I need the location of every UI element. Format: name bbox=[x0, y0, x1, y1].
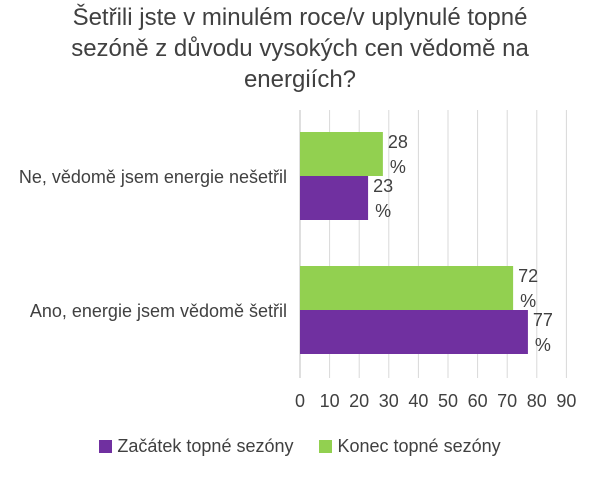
chart-legend: Začátek topné sezóny Konec topné sezóny bbox=[0, 432, 600, 460]
category-label: Ne, vědomě jsem energie nešetřil bbox=[19, 167, 287, 187]
legend-label-start: Začátek topné sezóny bbox=[117, 435, 294, 456]
data-label-value: 72 bbox=[518, 266, 538, 286]
bar-start-1 bbox=[300, 310, 528, 354]
data-label-unit: % bbox=[520, 291, 536, 311]
bar-end-1 bbox=[300, 266, 514, 310]
chart-title: Šetřili jste v minulém roce/v uplynulé t… bbox=[0, 2, 600, 95]
x-tick-label: 90 bbox=[556, 391, 576, 411]
legend-swatch-end bbox=[319, 439, 333, 453]
x-tick-label: 80 bbox=[527, 391, 547, 411]
category-label: Ano, energie jsem vědomě šetřil bbox=[30, 301, 287, 321]
bar-start-0 bbox=[300, 176, 369, 220]
chart-title-line-3: energiích? bbox=[243, 66, 357, 93]
x-tick-label: 40 bbox=[408, 391, 428, 411]
legend-label-end: Konec topné sezóny bbox=[337, 435, 501, 456]
x-tick-label: 50 bbox=[438, 391, 458, 411]
x-tick-label: 0 bbox=[295, 391, 305, 411]
bar-end-0 bbox=[300, 132, 383, 176]
data-label-unit: % bbox=[535, 335, 551, 355]
legend-item-start: Začátek topné sezóny bbox=[99, 436, 293, 457]
data-label-value: 28 bbox=[388, 132, 408, 152]
data-label-unit: % bbox=[375, 201, 391, 221]
data-label-unit: % bbox=[390, 157, 406, 177]
legend-swatch-start bbox=[99, 439, 113, 453]
chart-title-line-2: sezóně z důvodu vysokých cen vědomě na bbox=[71, 35, 529, 62]
data-label-value: 77 bbox=[533, 310, 553, 330]
legend-item-end: Konec topné sezóny bbox=[319, 435, 501, 457]
x-tick-label: 20 bbox=[349, 391, 369, 411]
chart-title-line-1: Šetřili jste v minulém roce/v uplynulé t… bbox=[72, 4, 528, 31]
data-label-value: 23 bbox=[373, 176, 393, 196]
x-tick-label: 30 bbox=[379, 391, 399, 411]
x-tick-label: 70 bbox=[497, 391, 517, 411]
x-tick-label: 60 bbox=[468, 391, 488, 411]
x-tick-label: 10 bbox=[320, 391, 340, 411]
